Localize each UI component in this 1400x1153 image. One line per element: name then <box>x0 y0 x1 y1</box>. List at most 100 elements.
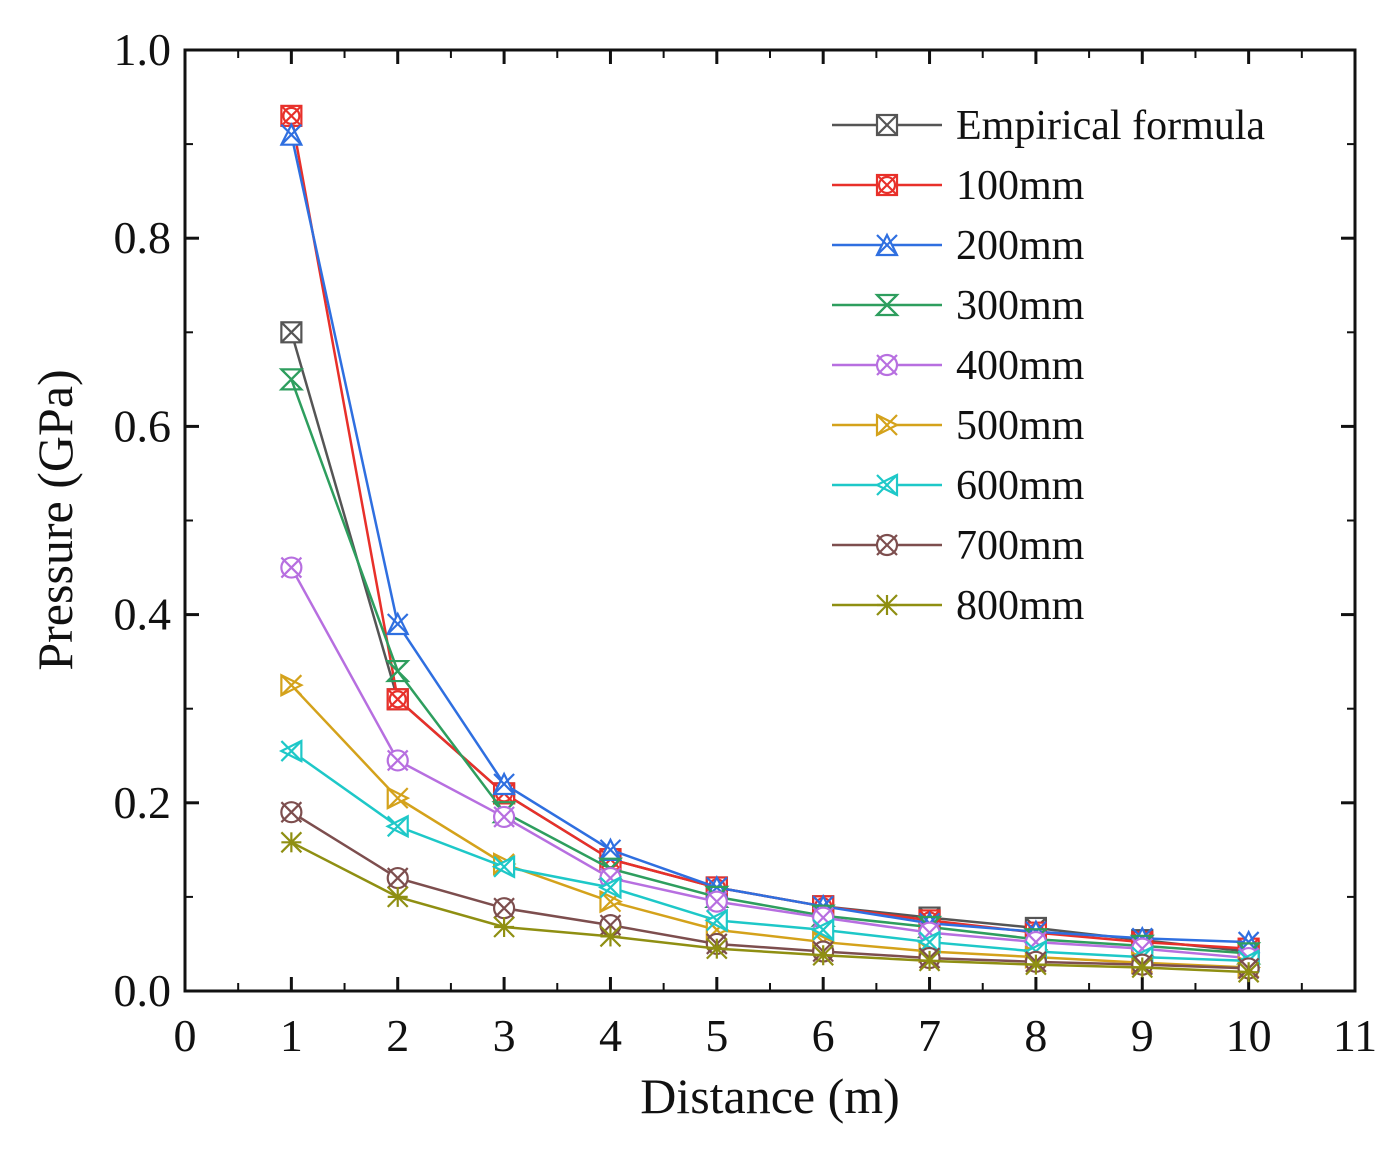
y-tick-label: 0.8 <box>114 212 172 263</box>
x-tick-label: 5 <box>705 1010 728 1061</box>
x-tick-label: 6 <box>812 1010 835 1061</box>
data-point <box>280 831 303 854</box>
data-point <box>280 556 303 579</box>
series-line <box>290 750 1249 963</box>
legend-item: 400mm <box>832 343 1085 389</box>
legend: Empirical formula 100mm 200mm 300mm 400mm 500… <box>832 103 1265 629</box>
series-line <box>290 134 1249 944</box>
series-line <box>290 566 1249 960</box>
legend-item: 500mm <box>832 403 1085 449</box>
plot-frame <box>183 48 1357 993</box>
series-300mm <box>278 368 1262 965</box>
series-line <box>290 115 1249 950</box>
x-tick-label: 1 <box>280 1010 303 1061</box>
y-axis-title: Pressure (GPa) <box>27 369 83 670</box>
series-empirical-formula <box>280 321 1260 963</box>
data-point <box>386 886 409 908</box>
data-point <box>706 937 728 960</box>
data-point <box>1237 961 1260 983</box>
series-line <box>290 331 1249 953</box>
legend-label: 300mm <box>956 283 1085 329</box>
data-point <box>812 944 834 967</box>
x-tick-label: 7 <box>918 1010 941 1061</box>
y-tick-label: 0.6 <box>114 400 172 451</box>
data-point <box>385 611 410 636</box>
data-point <box>598 837 623 861</box>
legend-label: 400mm <box>956 343 1085 389</box>
data-point <box>386 866 409 890</box>
legend-label: 800mm <box>956 583 1085 629</box>
data-point <box>492 897 516 920</box>
series-500mm <box>280 673 1262 980</box>
x-tick-label: 9 <box>1131 1010 1154 1061</box>
series-200mm <box>279 122 1261 954</box>
data-point <box>280 321 303 344</box>
data-point <box>917 930 941 954</box>
data-point <box>386 688 409 711</box>
y-tick-label: 0.4 <box>114 589 172 640</box>
legend-label: 100mm <box>956 163 1085 209</box>
legend-marker <box>875 353 899 377</box>
legend-label: 600mm <box>956 463 1085 509</box>
data-point <box>386 749 409 772</box>
data-point <box>385 814 409 839</box>
data-point <box>810 918 835 942</box>
data-point <box>278 739 303 763</box>
legend-marker <box>876 594 898 616</box>
data-point <box>599 925 622 948</box>
data-point <box>918 950 941 972</box>
legend-item: 300mm <box>832 283 1085 329</box>
data-point <box>597 875 622 900</box>
y-tick-label: 1.0 <box>114 24 172 75</box>
legend-marker <box>875 232 899 257</box>
legend-item: 100mm <box>832 163 1085 209</box>
series-layer <box>278 104 1262 983</box>
legend-marker <box>875 413 900 437</box>
series-line <box>290 811 1249 970</box>
legend-marker <box>874 473 899 497</box>
data-point <box>493 916 515 938</box>
legend-item: 600mm <box>832 463 1085 509</box>
x-axis-title: Distance (m) <box>640 1068 900 1124</box>
data-point <box>492 805 516 829</box>
legend-label: 700mm <box>956 523 1085 569</box>
y-tick-label: 0.2 <box>114 777 172 828</box>
legend-marker <box>875 173 899 197</box>
data-point <box>1025 953 1047 976</box>
series-800mm <box>280 831 1260 983</box>
data-point <box>280 801 303 824</box>
legend-item: 700mm <box>832 523 1085 569</box>
series-100mm <box>280 104 1260 960</box>
x-tick-label: 10 <box>1226 1010 1272 1061</box>
data-point <box>278 368 305 391</box>
legend-label: 200mm <box>956 223 1085 269</box>
legend-item: 800mm <box>832 583 1085 629</box>
data-point <box>385 659 411 683</box>
series-line <box>290 378 1249 955</box>
data-point <box>1131 956 1154 979</box>
x-tick-label: 0 <box>174 1010 197 1061</box>
series-line <box>290 684 1249 969</box>
data-point <box>386 786 411 810</box>
data-point <box>704 908 728 933</box>
data-point <box>492 771 516 796</box>
legend-item: Empirical formula <box>832 103 1265 149</box>
axis-ticks: 0 1 2 3 4 5 6 7 8 9 10 11 0.0 0.2 0.4 0.6 0.8 1.0 <box>114 24 1378 1061</box>
series-line <box>290 841 1249 974</box>
data-point <box>280 673 304 697</box>
data-point <box>279 122 304 146</box>
legend-label: 500mm <box>956 403 1085 449</box>
x-tick-label: 3 <box>493 1010 516 1061</box>
y-tick-label: 0.0 <box>114 965 172 1016</box>
x-tick-label: 4 <box>599 1010 622 1061</box>
legend-item: 200mm <box>832 223 1085 269</box>
legend-marker <box>875 113 899 137</box>
legend-label: Empirical formula <box>956 103 1265 149</box>
data-point <box>491 855 516 879</box>
legend-marker <box>874 293 900 317</box>
x-tick-label: 8 <box>1024 1010 1047 1061</box>
data-point <box>705 890 728 913</box>
legend-marker <box>875 533 899 557</box>
